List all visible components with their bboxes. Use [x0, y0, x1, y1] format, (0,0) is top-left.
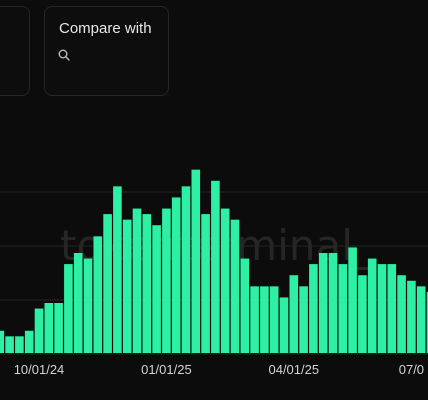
bar[interactable]: [397, 275, 406, 353]
chart-bars: [0, 169, 428, 353]
bar[interactable]: [181, 186, 191, 353]
bar[interactable]: [289, 275, 299, 353]
bar[interactable]: [132, 208, 142, 353]
bar[interactable]: [318, 253, 328, 353]
bar[interactable]: [358, 275, 367, 353]
x-tick-label: 10/01/24: [14, 362, 65, 377]
bar[interactable]: [299, 286, 308, 353]
bar[interactable]: [348, 247, 357, 353]
bar[interactable]: [230, 219, 240, 353]
bar[interactable]: [142, 214, 152, 353]
bar[interactable]: [220, 208, 230, 353]
bar[interactable]: [416, 286, 426, 353]
x-tick-label: 04/01/25: [268, 362, 319, 377]
bar[interactable]: [103, 214, 112, 353]
x-tick-label: 07/0: [399, 362, 424, 377]
bar[interactable]: [269, 286, 279, 353]
search-icon: [58, 49, 70, 61]
bar[interactable]: [83, 258, 93, 353]
bar[interactable]: [309, 264, 318, 353]
bar[interactable]: [367, 258, 377, 353]
compare-search-input[interactable]: [75, 45, 159, 65]
x-axis-ticks: 10/01/24 01/01/25 04/01/25 07/0: [14, 362, 424, 377]
bar[interactable]: [93, 236, 103, 353]
bar[interactable]: [279, 297, 289, 353]
bar[interactable]: [328, 253, 338, 353]
bar[interactable]: [152, 225, 161, 353]
bar[interactable]: [44, 303, 54, 353]
compare-with-title: Compare with: [59, 20, 152, 37]
bar[interactable]: [387, 264, 397, 353]
bar[interactable]: [211, 180, 220, 353]
metric-card[interactable]: [0, 6, 30, 96]
bar[interactable]: [171, 197, 181, 353]
bar[interactable]: [73, 253, 83, 353]
bar[interactable]: [122, 219, 132, 353]
bar[interactable]: [15, 336, 24, 353]
bar[interactable]: [24, 330, 34, 353]
bar[interactable]: [338, 264, 348, 353]
bar[interactable]: [54, 303, 63, 353]
bar[interactable]: [34, 308, 44, 353]
bar-chart: tokenterminal_ 10/01/2401/01/2504/01/250…: [0, 169, 428, 377]
bar[interactable]: [407, 280, 416, 353]
bar[interactable]: [5, 336, 14, 353]
bar[interactable]: [0, 330, 5, 353]
bar[interactable]: [191, 169, 201, 353]
bar[interactable]: [113, 186, 122, 353]
compare-with-card: Compare with: [44, 6, 169, 96]
bar[interactable]: [426, 291, 428, 353]
bar[interactable]: [162, 208, 171, 353]
bar[interactable]: [377, 264, 387, 353]
x-tick-label: 01/01/25: [141, 362, 192, 377]
bar[interactable]: [201, 214, 210, 353]
bar[interactable]: [250, 286, 259, 353]
bar[interactable]: [240, 258, 250, 353]
bar[interactable]: [260, 286, 269, 353]
bar[interactable]: [64, 264, 73, 353]
